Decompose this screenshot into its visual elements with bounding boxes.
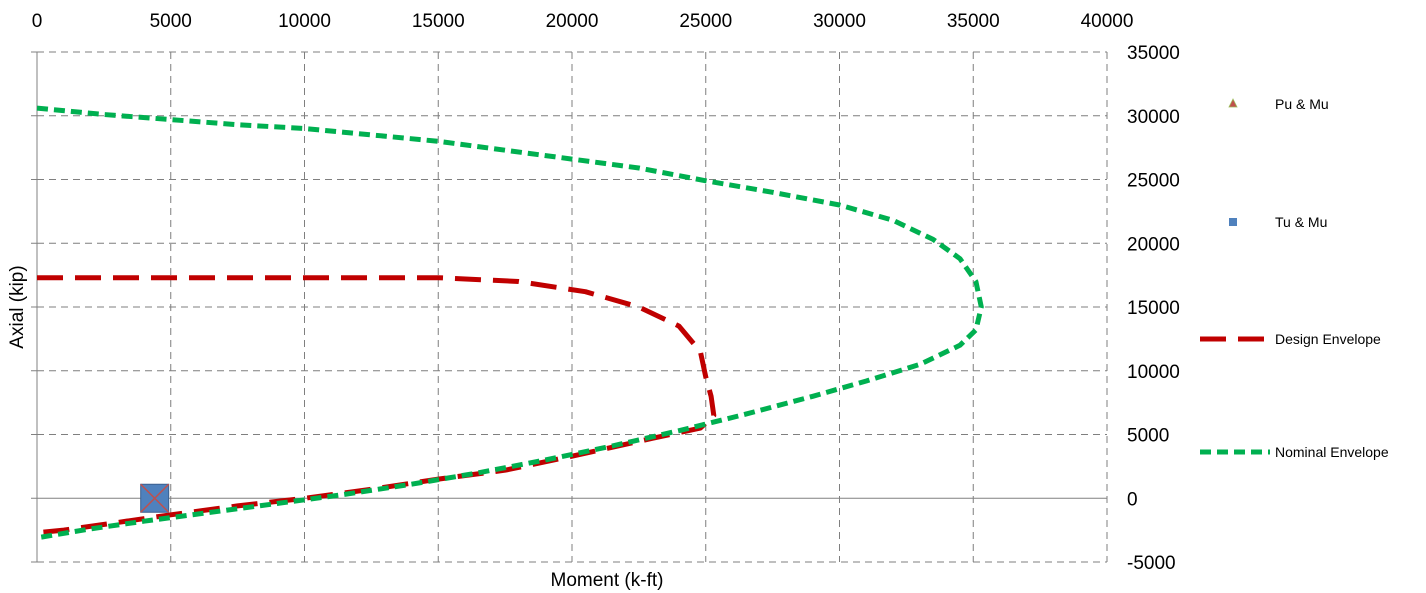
legend: Pu & Mu Tu & Mu Design Envelope Nominal Env… — [1200, 96, 1389, 460]
x-tick-label: 20000 — [546, 11, 599, 32]
grid-lines — [37, 51, 1108, 563]
x-tick-label: 15000 — [412, 11, 465, 32]
legend-label-tu-mu: Tu & Mu — [1275, 214, 1327, 230]
y-tick-label: 10000 — [1127, 362, 1180, 383]
x-tick-labels: 0 5000 10000 15000 20000 25000 30000 35000 40000 — [32, 11, 1134, 32]
legend-label-design-envelope: Design Envelope — [1275, 331, 1381, 347]
legend-label-pu-mu: Pu & Mu — [1275, 96, 1329, 112]
y-tick-label: -5000 — [1127, 553, 1176, 574]
y-tick-labels: -5000 0 5000 10000 15000 20000 25000 30000 35000 — [1127, 43, 1180, 574]
marker-cross — [140, 483, 170, 513]
y-tick-label: 35000 — [1127, 43, 1180, 64]
axes — [31, 51, 1107, 563]
y-tick-label: 25000 — [1127, 171, 1180, 192]
y-tick-label: 15000 — [1127, 298, 1180, 319]
x-tick-label: 5000 — [150, 11, 192, 32]
y-tick-label: 20000 — [1127, 234, 1180, 255]
x-tick-label: 0 — [32, 11, 43, 32]
legend-swatch-tu-mu — [1229, 218, 1237, 226]
series-layer — [36, 105, 984, 541]
x-tick-label: 35000 — [947, 11, 1000, 32]
x-tick-label: 30000 — [813, 11, 866, 32]
x-tick-label: 40000 — [1081, 11, 1134, 32]
series-nominal-envelope — [36, 105, 984, 541]
y-tick-label: 30000 — [1127, 107, 1180, 128]
legend-swatch-pu-mu — [1228, 98, 1238, 108]
y-axis-title: Axial (kip) — [7, 265, 28, 348]
y-tick-label: 5000 — [1127, 426, 1169, 447]
x-tick-label: 10000 — [278, 11, 331, 32]
y-tick-label: 0 — [1127, 489, 1138, 510]
series-design-envelope — [36, 275, 717, 536]
x-axis-title: Moment (k-ft) — [551, 570, 664, 591]
x-tick-label: 25000 — [679, 11, 732, 32]
legend-label-nominal-envelope: Nominal Envelope — [1275, 444, 1389, 460]
